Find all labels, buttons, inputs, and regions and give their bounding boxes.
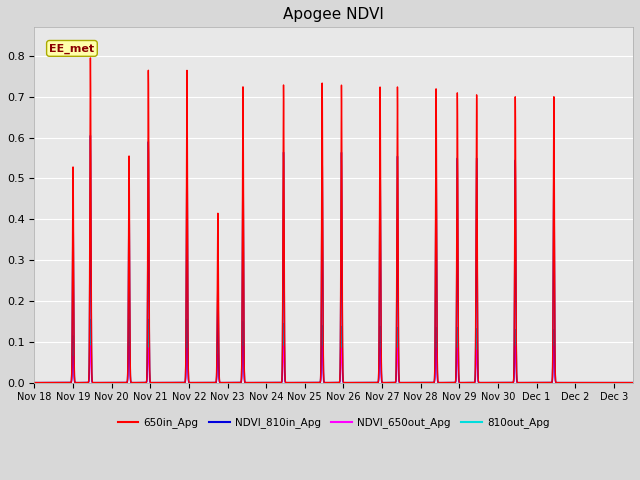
650in_Apg xyxy=(552,379,559,385)
650in_Apg xyxy=(283,380,291,385)
NDVI_810in_Apg xyxy=(552,379,559,385)
650in_Apg xyxy=(245,380,253,385)
650in_Apg xyxy=(237,377,245,383)
NDVI_650out_Apg xyxy=(629,380,637,385)
Text: EE_met: EE_met xyxy=(49,43,95,54)
NDVI_810in_Apg xyxy=(495,380,502,385)
NDVI_650out_Apg xyxy=(552,380,559,385)
810out_Apg xyxy=(237,379,245,385)
NDVI_810in_Apg xyxy=(245,380,253,385)
NDVI_810in_Apg xyxy=(283,380,291,385)
NDVI_810in_Apg xyxy=(237,378,245,384)
NDVI_810in_Apg xyxy=(629,380,637,385)
810out_Apg xyxy=(495,380,502,385)
810out_Apg xyxy=(283,380,291,385)
NDVI_650out_Apg xyxy=(31,380,38,385)
NDVI_810in_Apg xyxy=(273,380,280,385)
NDVI_650out_Apg xyxy=(273,380,280,385)
650in_Apg xyxy=(31,380,38,385)
Line: 650in_Apg: 650in_Apg xyxy=(35,58,633,383)
NDVI_650out_Apg xyxy=(245,380,253,385)
Line: NDVI_650out_Apg: NDVI_650out_Apg xyxy=(35,346,633,383)
NDVI_650out_Apg xyxy=(283,380,291,385)
650in_Apg xyxy=(273,380,280,385)
810out_Apg xyxy=(86,316,94,322)
650in_Apg xyxy=(629,380,637,385)
810out_Apg xyxy=(552,380,559,385)
650in_Apg xyxy=(86,55,94,61)
Line: 810out_Apg: 810out_Apg xyxy=(35,319,633,383)
810out_Apg xyxy=(31,380,38,385)
Legend: 650in_Apg, NDVI_810in_Apg, NDVI_650out_Apg, 810out_Apg: 650in_Apg, NDVI_810in_Apg, NDVI_650out_A… xyxy=(113,413,554,432)
810out_Apg xyxy=(273,380,280,385)
NDVI_650out_Apg xyxy=(86,343,94,348)
Line: NDVI_810in_Apg: NDVI_810in_Apg xyxy=(35,135,633,383)
810out_Apg xyxy=(629,380,637,385)
NDVI_650out_Apg xyxy=(237,379,245,385)
NDVI_810in_Apg xyxy=(86,132,94,138)
650in_Apg xyxy=(495,380,502,385)
NDVI_650out_Apg xyxy=(495,380,502,385)
810out_Apg xyxy=(245,380,253,385)
Title: Apogee NDVI: Apogee NDVI xyxy=(284,7,384,22)
NDVI_810in_Apg xyxy=(31,380,38,385)
